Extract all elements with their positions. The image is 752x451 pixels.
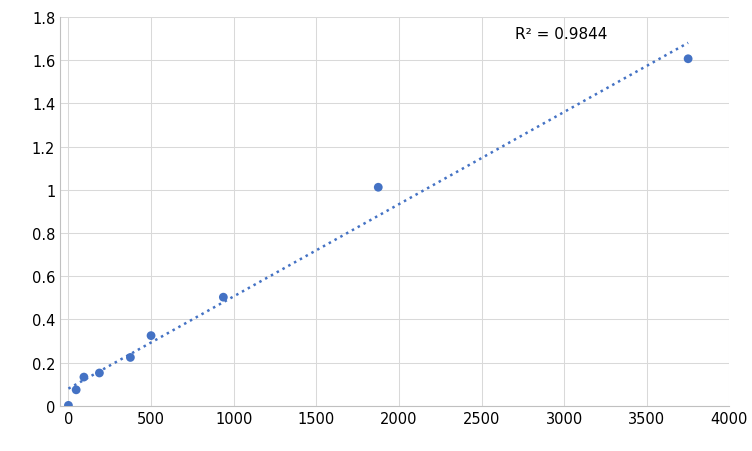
Point — [217, 294, 229, 301]
Point — [78, 373, 90, 381]
Point — [124, 354, 136, 361]
Point — [70, 387, 82, 394]
Point — [62, 402, 74, 409]
Point — [145, 332, 157, 340]
Point — [372, 184, 384, 191]
Point — [682, 56, 694, 63]
Text: R² = 0.9844: R² = 0.9844 — [514, 27, 607, 41]
Point — [93, 369, 105, 377]
